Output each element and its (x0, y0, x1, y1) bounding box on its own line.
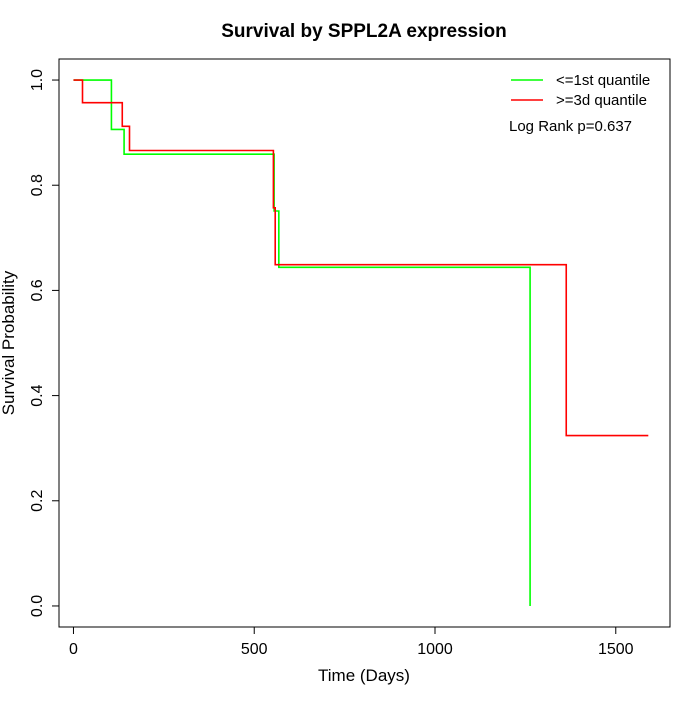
y-tick-label: 0.2 (29, 490, 46, 512)
survival-curve-2 (73, 79, 649, 437)
plot-area-border (58, 58, 671, 628)
log-rank-annotation: Log Rank p=0.637 (509, 118, 632, 135)
x-tick-label: 1500 (598, 641, 634, 658)
y-tick-label: 1.0 (29, 69, 46, 91)
y-axis: 0.0 0.2 0.4 0.6 0.8 1.0 (29, 69, 60, 617)
legend: <=1st quantile >=3d quantile (511, 72, 650, 109)
x-tick-label: 0 (69, 641, 78, 658)
x-axis: 0 500 1000 1500 (69, 626, 634, 658)
chart-title: Survival by SPPL2A expression (221, 21, 506, 42)
legend-label-1: <=1st quantile (556, 72, 650, 89)
x-axis-label: Time (Days) (318, 666, 410, 685)
survival-curves (73, 79, 649, 606)
y-tick-label: 0.8 (29, 174, 46, 196)
survival-curve-1 (73, 79, 531, 606)
y-tick-label: 0.0 (29, 595, 46, 617)
y-axis-label: Survival Probability (0, 270, 18, 415)
x-tick-label: 500 (241, 641, 268, 658)
y-tick-label: 0.6 (29, 279, 46, 301)
legend-label-2: >=3d quantile (556, 92, 647, 109)
y-tick-label: 0.4 (29, 384, 46, 406)
x-tick-label: 1000 (417, 641, 453, 658)
